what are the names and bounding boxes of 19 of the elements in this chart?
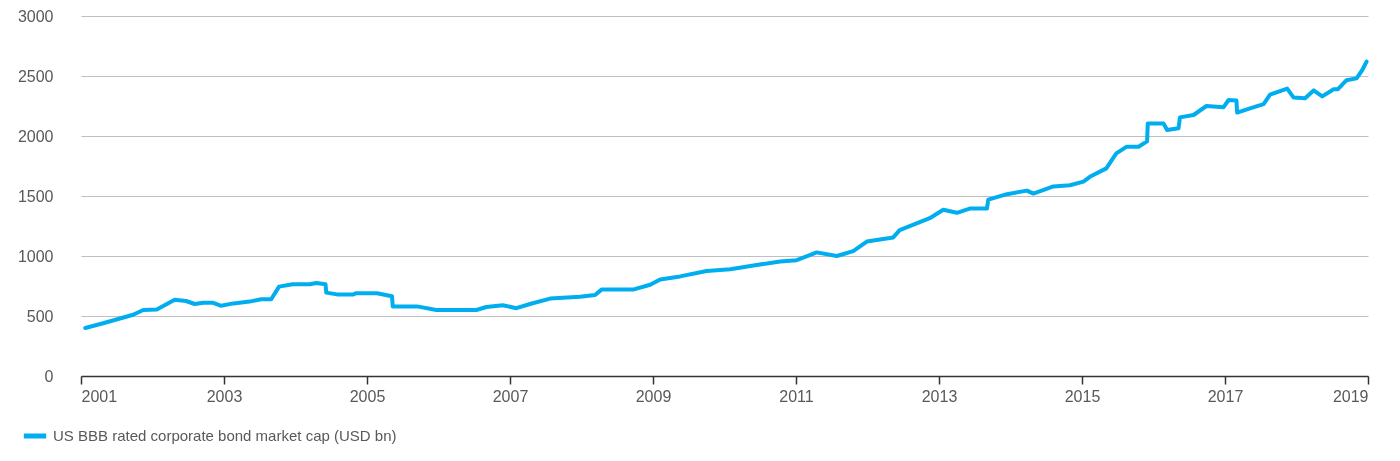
- y-tick-label: 3000: [17, 7, 54, 25]
- y-tick-label: 2000: [17, 127, 54, 145]
- y-tick-label: 0: [44, 367, 54, 385]
- x-tick-label: 2001: [81, 387, 118, 405]
- legend-label: US BBB rated corporate bond market cap (USD bn): [53, 427, 397, 444]
- x-tick-label: 2011: [779, 387, 814, 405]
- y-tick-label: 2500: [17, 67, 54, 85]
- y-tick-label: 1000: [17, 247, 54, 265]
- x-tick-label: 2009: [635, 387, 672, 405]
- y-tick-label: 500: [26, 307, 54, 325]
- x-tick-label: 2005: [349, 387, 386, 405]
- x-tick-label: 2013: [921, 387, 958, 405]
- x-tick-label: 2015: [1064, 387, 1101, 405]
- x-tick-label: 2003: [206, 387, 243, 405]
- x-tick-label: 2019: [1332, 387, 1369, 405]
- line-series: [83, 59, 1369, 330]
- x-tick-label: 2007: [492, 387, 529, 405]
- y-tick-label: 1500: [17, 187, 54, 205]
- x-tick-label: 2017: [1207, 387, 1244, 405]
